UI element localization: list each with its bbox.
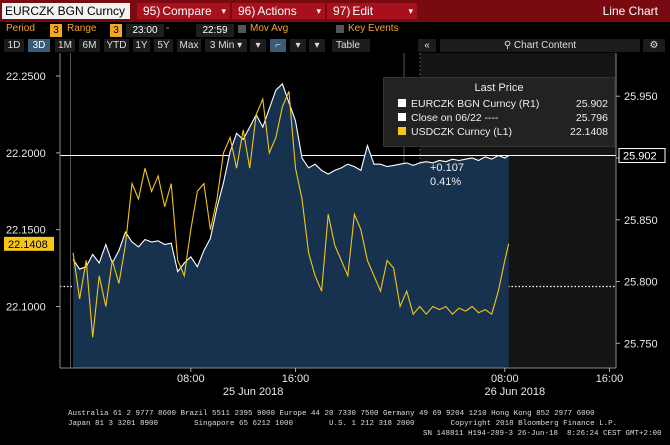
right-tick-label: 25.800 — [624, 277, 658, 289]
period-label: Period — [6, 23, 35, 34]
change-value: +0.107 — [430, 162, 464, 174]
legend-swatch — [398, 127, 406, 135]
line-tool-icon[interactable]: ⌐ — [270, 39, 286, 52]
left-axis-ticks: 22.1000 22.1500 22.2000 22.2500 — [6, 71, 60, 314]
left-price-tag: 22.1408 — [8, 239, 48, 251]
legend-label: USDCZK Curncy (L1) — [411, 126, 512, 138]
legend-value: 25.796 — [575, 112, 608, 124]
table-button[interactable]: Table — [332, 39, 370, 52]
right-tick-label: 25.850 — [624, 215, 658, 227]
range-label: Range — [67, 23, 97, 34]
mov-avg-checkbox[interactable] — [238, 25, 246, 33]
x-date-label: 26 Jun 2018 — [485, 386, 546, 398]
collapse-left-icon[interactable]: « — [418, 39, 436, 52]
right-price-tag: 25.902 — [623, 151, 657, 163]
pin-icon: ⚲ — [503, 40, 514, 51]
legend-label: EURCZK BGN Curncy (R1) — [411, 98, 540, 110]
chevron-down-icon: ▾ — [237, 40, 243, 51]
left-tick-label: 22.2500 — [6, 71, 46, 83]
edit-label: Edit — [352, 4, 374, 18]
legend-label: Close on 06/22 ---- — [411, 112, 499, 124]
right-tick-label: 25.950 — [624, 91, 658, 103]
security-field[interactable]: EURCZK BGN Curncy — [2, 3, 130, 19]
chevron-down-icon: ▾ — [221, 6, 226, 16]
chevron-down-icon: ▾ — [408, 6, 413, 16]
x-tick-label: 08:00 — [177, 373, 205, 385]
chart-content-label: Chart Content — [513, 40, 577, 51]
period-button-max[interactable]: Max — [177, 39, 201, 52]
change-annotation: +0.107 0.41% — [430, 161, 464, 189]
period-button-1y[interactable]: 1Y — [133, 39, 150, 52]
legend-panel: Last Price EURCZK BGN Curncy (R1) 25.902 C… — [383, 77, 615, 147]
settings-icon[interactable]: ⚙ — [643, 39, 665, 52]
actions-label: Actions — [257, 4, 297, 18]
legend-row[interactable]: Close on 06/22 ---- 25.796 — [398, 112, 608, 125]
actions-button[interactable]: 96) Actions ▾ — [232, 3, 325, 19]
legend-value: 22.1408 — [570, 126, 608, 138]
left-tick-label: 22.2000 — [6, 148, 46, 160]
x-date-label: 25 Jun 2018 — [223, 386, 284, 398]
chart-type-label[interactable]: Line Chart — [602, 4, 658, 18]
usdczk-line — [72, 91, 510, 338]
interval-select[interactable]: 3 Min ▾ — [205, 39, 247, 52]
range-input[interactable]: 3 — [110, 24, 122, 37]
x-tick-label: 16:00 — [282, 373, 310, 385]
left-price-tag-box — [4, 236, 54, 251]
compare-label: Compare — [162, 4, 212, 18]
chart-content-button[interactable]: ⚲ Chart Content — [440, 39, 640, 52]
settings-row — [0, 22, 670, 37]
period-button-5y[interactable]: 5Y — [154, 39, 173, 52]
mov-avg-label: Mov Avg — [250, 23, 289, 34]
legend-title: Last Price — [474, 82, 524, 94]
right-tick-label: 25.750 — [624, 338, 658, 350]
compare-button[interactable]: 95) Compare ▾ — [137, 3, 230, 19]
eurczk-line — [72, 82, 509, 273]
footer-timestamp: SN 148811 H194-289-3 26-Jun-18 8:26:24 C… — [423, 430, 662, 438]
x-tick-label: 16:00 — [596, 373, 624, 385]
period-button-ytd[interactable]: YTD — [104, 39, 129, 52]
compare-number: 95) — [143, 4, 161, 18]
right-price-tag-box — [618, 148, 666, 164]
x-tick-label: 08:00 — [491, 373, 519, 385]
legend-swatch — [398, 113, 406, 121]
left-tick-label: 22.1500 — [6, 225, 46, 237]
chevron-down-icon[interactable]: ▾ — [290, 39, 306, 52]
legend-row[interactable]: EURCZK BGN Curncy (R1) 25.902 — [398, 98, 608, 111]
start-time-input[interactable]: 23:00 — [126, 24, 164, 37]
legend-value: 25.902 — [575, 98, 608, 110]
legend-row[interactable]: USDCZK Curncy (L1) 22.1408 — [398, 126, 608, 139]
edit-number: 97) — [333, 4, 351, 18]
period-button-6m[interactable]: 6M — [79, 39, 100, 52]
chevron-down-icon[interactable]: ▾ — [309, 39, 325, 52]
footer-contacts-1: Australia 61 2 9777 8600 Brazil 5511 239… — [68, 410, 595, 418]
end-time-input[interactable]: 22:59 — [196, 24, 234, 37]
chevron-down-icon[interactable]: ▾ — [250, 39, 266, 52]
chevron-down-icon: ▾ — [316, 6, 321, 16]
change-percent: 0.41% — [430, 176, 462, 188]
key-events-label: Key Events — [348, 23, 399, 34]
price-tags: 25.902 22.1408 — [4, 148, 666, 251]
left-tick-label: 22.1000 — [6, 302, 46, 314]
period-button-1m[interactable]: 1M — [55, 39, 75, 52]
range-dash: - — [166, 23, 170, 34]
edit-button[interactable]: 97) Edit ▾ — [327, 3, 417, 19]
actions-number: 96) — [238, 4, 256, 18]
period-button-1d[interactable]: 1D — [4, 39, 24, 52]
period-input[interactable]: 3 — [50, 24, 62, 37]
footer-contacts-2: Japan 81 3 3201 8900 Singapore 65 6212 1… — [68, 420, 618, 428]
key-events-checkbox[interactable] — [336, 25, 344, 33]
series-layer — [72, 82, 510, 369]
eurczk-area — [73, 83, 509, 369]
period-button-3d[interactable]: 3D — [28, 39, 50, 52]
interval-label: 3 Min — [209, 40, 235, 51]
legend-swatch — [398, 99, 406, 107]
